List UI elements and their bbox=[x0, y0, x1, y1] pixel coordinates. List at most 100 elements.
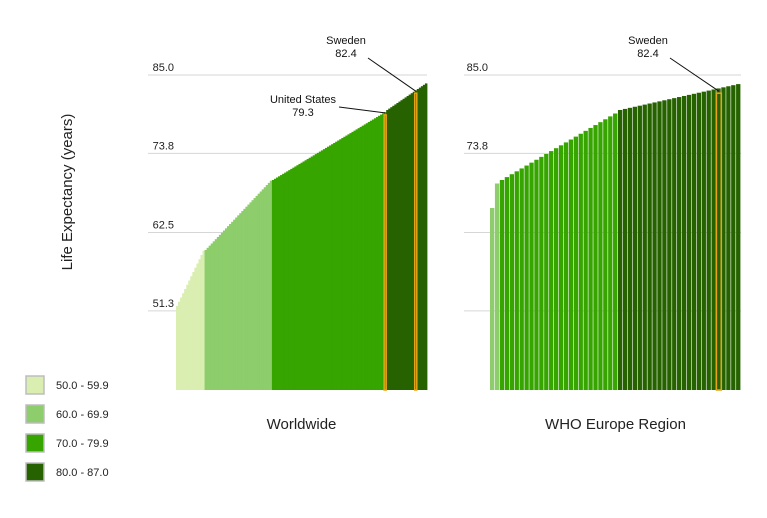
bar bbox=[691, 93, 697, 390]
bar bbox=[593, 125, 598, 390]
bar bbox=[412, 91, 416, 391]
bar bbox=[249, 202, 252, 390]
bar bbox=[290, 168, 293, 390]
bar bbox=[355, 129, 359, 390]
bar bbox=[627, 107, 633, 390]
bar bbox=[371, 119, 375, 391]
bar bbox=[218, 234, 222, 390]
bar bbox=[394, 104, 397, 391]
bar bbox=[404, 97, 407, 391]
bar bbox=[241, 211, 244, 390]
bar bbox=[662, 100, 667, 390]
bar bbox=[357, 128, 361, 390]
bar bbox=[617, 110, 623, 390]
bar bbox=[721, 87, 726, 391]
bar bbox=[343, 136, 346, 390]
annotation-value: 82.4 bbox=[637, 48, 658, 60]
bar bbox=[239, 213, 242, 390]
annotation-value: 82.4 bbox=[335, 48, 356, 60]
bar bbox=[192, 271, 195, 390]
bar bbox=[398, 101, 401, 390]
bar bbox=[378, 115, 381, 390]
bar bbox=[263, 187, 267, 390]
bar bbox=[696, 92, 702, 390]
bar bbox=[339, 139, 342, 390]
bar bbox=[257, 193, 261, 390]
y-tick-label: 73.8 bbox=[467, 140, 488, 152]
bar bbox=[667, 99, 672, 390]
bar bbox=[247, 204, 250, 390]
bar bbox=[519, 168, 524, 390]
bar bbox=[647, 103, 652, 391]
bar bbox=[261, 189, 265, 390]
annotation-label: United States bbox=[270, 94, 337, 106]
bar bbox=[275, 177, 279, 390]
bar bbox=[509, 174, 515, 390]
bar bbox=[408, 94, 412, 390]
bar bbox=[424, 83, 428, 391]
bar bbox=[200, 254, 203, 390]
bar bbox=[273, 178, 277, 390]
bar bbox=[202, 250, 205, 390]
bar bbox=[711, 89, 716, 390]
bar bbox=[418, 87, 422, 390]
bar bbox=[490, 208, 495, 390]
bar bbox=[637, 105, 642, 390]
bar bbox=[271, 180, 275, 390]
legend-swatch bbox=[25, 375, 45, 395]
bar bbox=[345, 135, 348, 390]
bar bbox=[269, 180, 273, 390]
bar bbox=[402, 98, 405, 391]
bar bbox=[716, 88, 721, 391]
bar bbox=[186, 284, 189, 390]
bar bbox=[524, 165, 529, 390]
bar bbox=[284, 172, 287, 390]
bar bbox=[578, 133, 583, 390]
bar bbox=[210, 243, 214, 390]
bar bbox=[304, 160, 308, 390]
bar bbox=[369, 120, 373, 390]
bar bbox=[216, 237, 220, 390]
bar bbox=[494, 183, 500, 390]
bar bbox=[204, 250, 208, 390]
bar bbox=[388, 108, 391, 390]
bar bbox=[568, 139, 574, 390]
bar bbox=[341, 138, 344, 390]
bar bbox=[194, 267, 197, 390]
bar bbox=[384, 112, 387, 390]
bar bbox=[255, 195, 259, 390]
bar bbox=[294, 166, 297, 390]
bar bbox=[327, 146, 330, 390]
bar bbox=[300, 162, 303, 390]
legend-label: 70.0 - 79.9 bbox=[56, 438, 109, 450]
bar bbox=[347, 134, 350, 390]
bar bbox=[196, 263, 199, 390]
legend-label: 60.0 - 69.9 bbox=[56, 409, 109, 421]
bar bbox=[549, 151, 554, 390]
bar bbox=[652, 102, 657, 390]
bar bbox=[237, 215, 240, 390]
bar bbox=[278, 176, 281, 390]
annotation-leader bbox=[669, 57, 720, 92]
annotation-label: Sweden bbox=[326, 35, 366, 47]
bar bbox=[190, 276, 193, 390]
bar bbox=[206, 247, 210, 390]
bar bbox=[583, 130, 588, 390]
bar bbox=[259, 191, 263, 390]
bar bbox=[176, 306, 179, 390]
bar bbox=[632, 106, 638, 390]
bar bbox=[420, 86, 424, 390]
bar bbox=[243, 208, 246, 390]
bar bbox=[324, 147, 328, 390]
bar bbox=[657, 101, 662, 390]
bar bbox=[335, 141, 338, 390]
bar bbox=[337, 140, 340, 390]
bar bbox=[302, 161, 305, 390]
bar bbox=[308, 157, 312, 390]
legend-swatch bbox=[25, 462, 45, 482]
y-tick-label: 85.0 bbox=[153, 62, 174, 74]
bar bbox=[406, 96, 410, 390]
